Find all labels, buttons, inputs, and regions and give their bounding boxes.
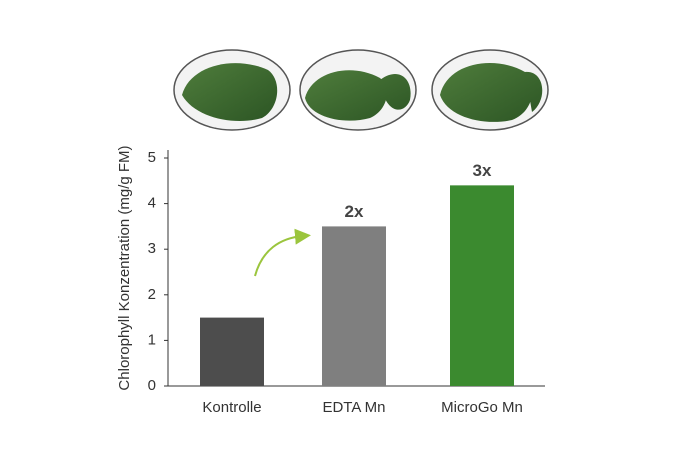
- y-axis-label: Chlorophyll Konzentration (mg/g FM): [116, 145, 133, 390]
- y-tick-label: 5: [148, 149, 156, 166]
- y-tick-label: 3: [148, 240, 156, 257]
- annotation: 2x: [345, 202, 364, 221]
- bar: [450, 185, 514, 386]
- x-tick-label: Kontrolle: [202, 399, 261, 416]
- y-tick-label: 2: [148, 286, 156, 303]
- bar: [200, 317, 264, 386]
- y-tick-label: 4: [148, 195, 156, 212]
- bar: [322, 226, 386, 386]
- annotation: 3x: [473, 161, 492, 180]
- y-tick-label: 0: [148, 377, 156, 394]
- leaf-images: [173, 49, 549, 131]
- x-tick-label: EDTA Mn: [322, 399, 385, 416]
- x-tick-label: MicroGo Mn: [441, 399, 523, 416]
- arrow: [254, 228, 311, 277]
- y-tick-label: 1: [148, 331, 156, 348]
